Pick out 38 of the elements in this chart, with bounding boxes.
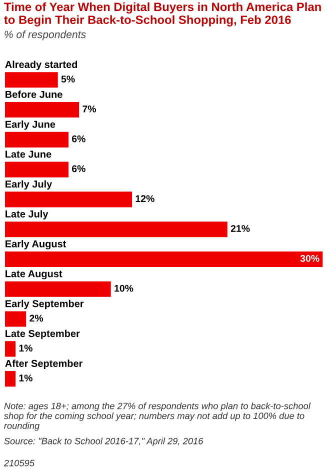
y-tick-label: Early September	[6, 300, 84, 310]
data-label: 12%	[136, 195, 154, 202]
bar	[4, 281, 111, 297]
data-label: 21%	[230, 225, 250, 232]
bar	[4, 132, 68, 148]
text: Note: ages 18+; among the 27% of respondents who plan to back-to-school shop for the coming school year; numbers may not add up to 100% due to rounding	[4, 402, 311, 431]
bar	[4, 251, 323, 268]
data-label: 1%	[19, 374, 32, 382]
y-tick-label: After September	[5, 360, 83, 369]
y-tick-label: Early June	[6, 120, 56, 130]
text: 210595	[4, 460, 35, 466]
bar	[4, 371, 16, 387]
source-note: Source: "Back to School 2016-17," April 29, 2016	[4, 438, 204, 446]
chart-title: Time of Year When Digital Buyers in North America Plan to Begin Their Back-to-School Shopping, Feb 2016	[4, 2, 321, 26]
bar	[4, 72, 58, 88]
y-tick-label: Early July	[6, 180, 52, 190]
data-label: 10%	[114, 284, 134, 292]
data-label: 1%	[19, 344, 32, 352]
bar	[4, 162, 68, 178]
data-label: 7%	[82, 106, 96, 112]
data-label: 2%	[30, 314, 44, 322]
y-tick-label: Already started	[5, 60, 78, 70]
bar	[4, 311, 26, 327]
chart-subtitle: % of respondents	[4, 30, 86, 40]
y-tick-label: Before June	[6, 90, 62, 98]
bar	[4, 222, 228, 238]
bar	[4, 341, 16, 357]
bar	[4, 192, 132, 208]
bar	[4, 102, 80, 118]
y-tick-label: Late July	[6, 210, 48, 220]
y-tick-label: Early August	[6, 240, 66, 250]
data-label: 6%	[72, 135, 86, 142]
data-label: 30%	[300, 254, 320, 262]
y-tick-label: Late June	[6, 150, 52, 158]
y-tick-label: Late August	[6, 270, 62, 280]
y-tick-label: Late September	[6, 330, 80, 340]
data-label: 6%	[72, 165, 86, 172]
data-label: 5%	[61, 76, 75, 82]
